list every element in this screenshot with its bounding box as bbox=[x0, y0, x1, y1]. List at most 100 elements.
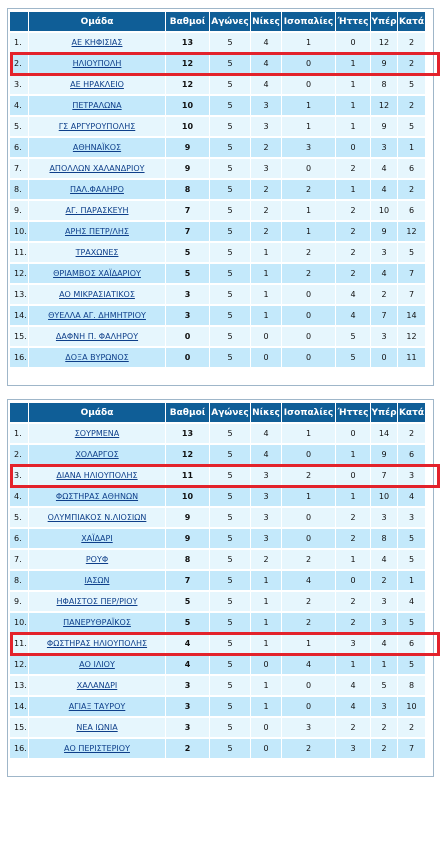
losses-cell: 5 bbox=[336, 327, 370, 346]
team-link[interactable]: ΑΓ. ΠΑΡΑΣΚΕΥΗ bbox=[65, 206, 129, 215]
wins-cell: 4 bbox=[251, 33, 281, 52]
draws-cell: 2 bbox=[282, 592, 335, 611]
header-team[interactable]: Ομάδα bbox=[29, 12, 165, 31]
points-cell: 13 bbox=[166, 424, 209, 443]
team-cell: ΓΣ ΑΡΓΥΡΟΥΠΟΛΗΣ bbox=[29, 117, 165, 136]
header-losses[interactable]: Ήττες bbox=[336, 403, 370, 422]
goals-against-cell: 6 bbox=[398, 445, 425, 464]
goals-for-cell: 10 bbox=[371, 487, 397, 506]
points-cell: 10 bbox=[166, 487, 209, 506]
goals-for-cell: 7 bbox=[371, 466, 397, 485]
team-link[interactable]: ΑΠΟΛΛΩΝ ΧΑΛΑΝΔΡΙΟΥ bbox=[49, 164, 145, 173]
team-link[interactable]: ΦΩΣΤΗΡΑΣ ΗΛΙΟΥΠΟΛΗΣ bbox=[46, 639, 148, 648]
team-link[interactable]: ΑΕ ΗΡΑΚΛΕΙΟ bbox=[70, 80, 124, 89]
team-link[interactable]: ΤΡΑΧΩΝΕΣ bbox=[75, 248, 119, 257]
position-cell: 8. bbox=[10, 571, 28, 590]
points-cell: 9 bbox=[166, 138, 209, 157]
team-link[interactable]: ΘΥΕΛΛΑ ΑΓ. ΔΗΜΗΤΡΙΟΥ bbox=[48, 311, 146, 320]
wins-cell: 0 bbox=[251, 739, 281, 758]
goals-for-cell: 3 bbox=[371, 138, 397, 157]
goals-for-cell: 10 bbox=[371, 201, 397, 220]
team-link[interactable]: ΓΣ ΑΡΓΥΡΟΥΠΟΛΗΣ bbox=[58, 122, 136, 131]
losses-cell: 0 bbox=[336, 466, 370, 485]
header-points[interactable]: Βαθμοί bbox=[166, 403, 209, 422]
header-games[interactable]: Αγώνες bbox=[210, 12, 250, 31]
points-cell: 3 bbox=[166, 718, 209, 737]
table-row: 6. ΧΑΪΔΑΡΙ 9 5 3 0 2 8 5 bbox=[10, 529, 425, 548]
team-link[interactable]: ΔΑΦΝΗ Π. ΦΑΛΗΡΟΥ bbox=[55, 332, 139, 341]
header-games[interactable]: Αγώνες bbox=[210, 403, 250, 422]
team-link[interactable]: ΧΟΛΑΡΓΟΣ bbox=[75, 450, 119, 459]
position-cell: 11. bbox=[10, 243, 28, 262]
team-cell: ΑΟ ΜΙΚΡΑΣΙΑΤΙΚΟΣ bbox=[29, 285, 165, 304]
team-link[interactable]: ΗΦΑΙΣΤΟΣ ΠΕΡ/ΡΙΟΥ bbox=[56, 597, 138, 606]
header-team[interactable]: Ομάδα bbox=[29, 403, 165, 422]
draws-cell: 1 bbox=[282, 33, 335, 52]
team-link[interactable]: ΡΟΥΦ bbox=[85, 555, 109, 564]
team-cell: ΦΩΣΤΗΡΑΣ ΑΘΗΝΩΝ bbox=[29, 487, 165, 506]
header-wins[interactable]: Νίκες bbox=[251, 12, 281, 31]
team-link[interactable]: ΑΕ ΚΗΦΙΣΙΑΣ bbox=[71, 38, 123, 47]
header-goals-against[interactable]: Κατά bbox=[398, 403, 425, 422]
losses-cell: 1 bbox=[336, 96, 370, 115]
points-cell: 10 bbox=[166, 96, 209, 115]
draws-cell: 2 bbox=[282, 180, 335, 199]
team-link[interactable]: ΗΛΙΟΥΠΟΛΗ bbox=[72, 59, 122, 68]
header-goals-for[interactable]: Υπέρ bbox=[371, 403, 397, 422]
header-goals-for[interactable]: Υπέρ bbox=[371, 12, 397, 31]
team-link[interactable]: ΑΟ ΠΕΡΙΣΤΕΡΙΟΥ bbox=[64, 744, 130, 753]
table-row: 1. ΣΟΥΡΜΕΝΑ 13 5 4 1 0 14 2 bbox=[10, 424, 425, 443]
header-goals-against[interactable]: Κατά bbox=[398, 12, 425, 31]
table-row: 3. ΑΕ ΗΡΑΚΛΕΙΟ 12 5 4 0 1 8 5 bbox=[10, 75, 425, 94]
position-cell: 4. bbox=[10, 96, 28, 115]
position-cell: 6. bbox=[10, 138, 28, 157]
team-link[interactable]: ΘΡΙΑΜΒΟΣ ΧΑΪΔΑΡΙΟΥ bbox=[53, 269, 141, 278]
header-points[interactable]: Βαθμοί bbox=[166, 12, 209, 31]
header-draws[interactable]: Ισοπαλίες bbox=[282, 12, 335, 31]
team-link[interactable]: ΑΓΙΑΞ ΤΑΥΡΟΥ bbox=[68, 702, 126, 711]
header-draws[interactable]: Ισοπαλίες bbox=[282, 403, 335, 422]
games-cell: 5 bbox=[210, 718, 250, 737]
team-link[interactable]: ΑΟ ΙΛΙΟΥ bbox=[79, 660, 115, 669]
team-link[interactable]: ΦΩΣΤΗΡΑΣ ΑΘΗΝΩΝ bbox=[55, 492, 139, 501]
table-row: 9. ΑΓ. ΠΑΡΑΣΚΕΥΗ 7 5 2 1 2 10 6 bbox=[10, 201, 425, 220]
position-cell: 15. bbox=[10, 718, 28, 737]
header-wins[interactable]: Νίκες bbox=[251, 403, 281, 422]
points-cell: 7 bbox=[166, 571, 209, 590]
wins-cell: 3 bbox=[251, 466, 281, 485]
team-link[interactable]: ΔΙΑΝΑ ΗΛΙΟΥΠΟΛΗΣ bbox=[56, 471, 138, 480]
losses-cell: 1 bbox=[336, 180, 370, 199]
games-cell: 5 bbox=[210, 201, 250, 220]
team-link[interactable]: ΑΘΗΝΑΪΚΟΣ bbox=[72, 143, 122, 152]
header-losses[interactable]: Ήττες bbox=[336, 12, 370, 31]
team-link[interactable]: ΠΑΝΕΡΥΘΡΑΪΚΟΣ bbox=[63, 618, 131, 627]
losses-cell: 2 bbox=[336, 592, 370, 611]
wins-cell: 2 bbox=[251, 222, 281, 241]
table-row: 5. ΟΛΥΜΠΙΑΚΟΣ Ν.ΛΙΟΣΙΩΝ 9 5 3 0 2 3 3 bbox=[10, 508, 425, 527]
position-cell: 3. bbox=[10, 75, 28, 94]
team-link[interactable]: ΟΛΥΜΠΙΑΚΟΣ Ν.ΛΙΟΣΙΩΝ bbox=[47, 513, 147, 522]
losses-cell: 1 bbox=[336, 75, 370, 94]
team-link[interactable]: ΑΟ ΜΙΚΡΑΣΙΑΤΙΚΟΣ bbox=[59, 290, 135, 299]
team-link[interactable]: ΧΑΪΔΑΡΙ bbox=[81, 534, 113, 543]
team-cell: ΑΕ ΚΗΦΙΣΙΑΣ bbox=[29, 33, 165, 52]
team-cell: ΗΦΑΙΣΤΟΣ ΠΕΡ/ΡΙΟΥ bbox=[29, 592, 165, 611]
team-link[interactable]: ΑΡΗΣ ΠΕΤΡ/ΛΗΣ bbox=[65, 227, 129, 236]
team-link[interactable]: ΠΑΛ.ΦΑΛΗΡΟ bbox=[70, 185, 124, 194]
wins-cell: 1 bbox=[251, 634, 281, 653]
draws-cell: 2 bbox=[282, 613, 335, 632]
position-cell: 7. bbox=[10, 550, 28, 569]
goals-for-cell: 8 bbox=[371, 75, 397, 94]
wins-cell: 1 bbox=[251, 697, 281, 716]
wins-cell: 4 bbox=[251, 445, 281, 464]
draws-cell: 2 bbox=[282, 243, 335, 262]
team-link[interactable]: ΔΟΞΑ ΒΥΡΩΝΟΣ bbox=[65, 353, 129, 362]
team-link[interactable]: ΠΕΤΡΑΛΩΝΑ bbox=[72, 101, 122, 110]
team-link[interactable]: ΧΑΛΑΝΔΡΙ bbox=[76, 681, 118, 690]
games-cell: 5 bbox=[210, 487, 250, 506]
team-link[interactable]: ΣΟΥΡΜΕΝΑ bbox=[74, 429, 120, 438]
draws-cell: 1 bbox=[282, 634, 335, 653]
team-link[interactable]: ΙΑΣΩΝ bbox=[84, 576, 110, 585]
goals-for-cell: 3 bbox=[371, 613, 397, 632]
team-link[interactable]: ΝΕΑ ΙΩΝΙΑ bbox=[76, 723, 118, 732]
